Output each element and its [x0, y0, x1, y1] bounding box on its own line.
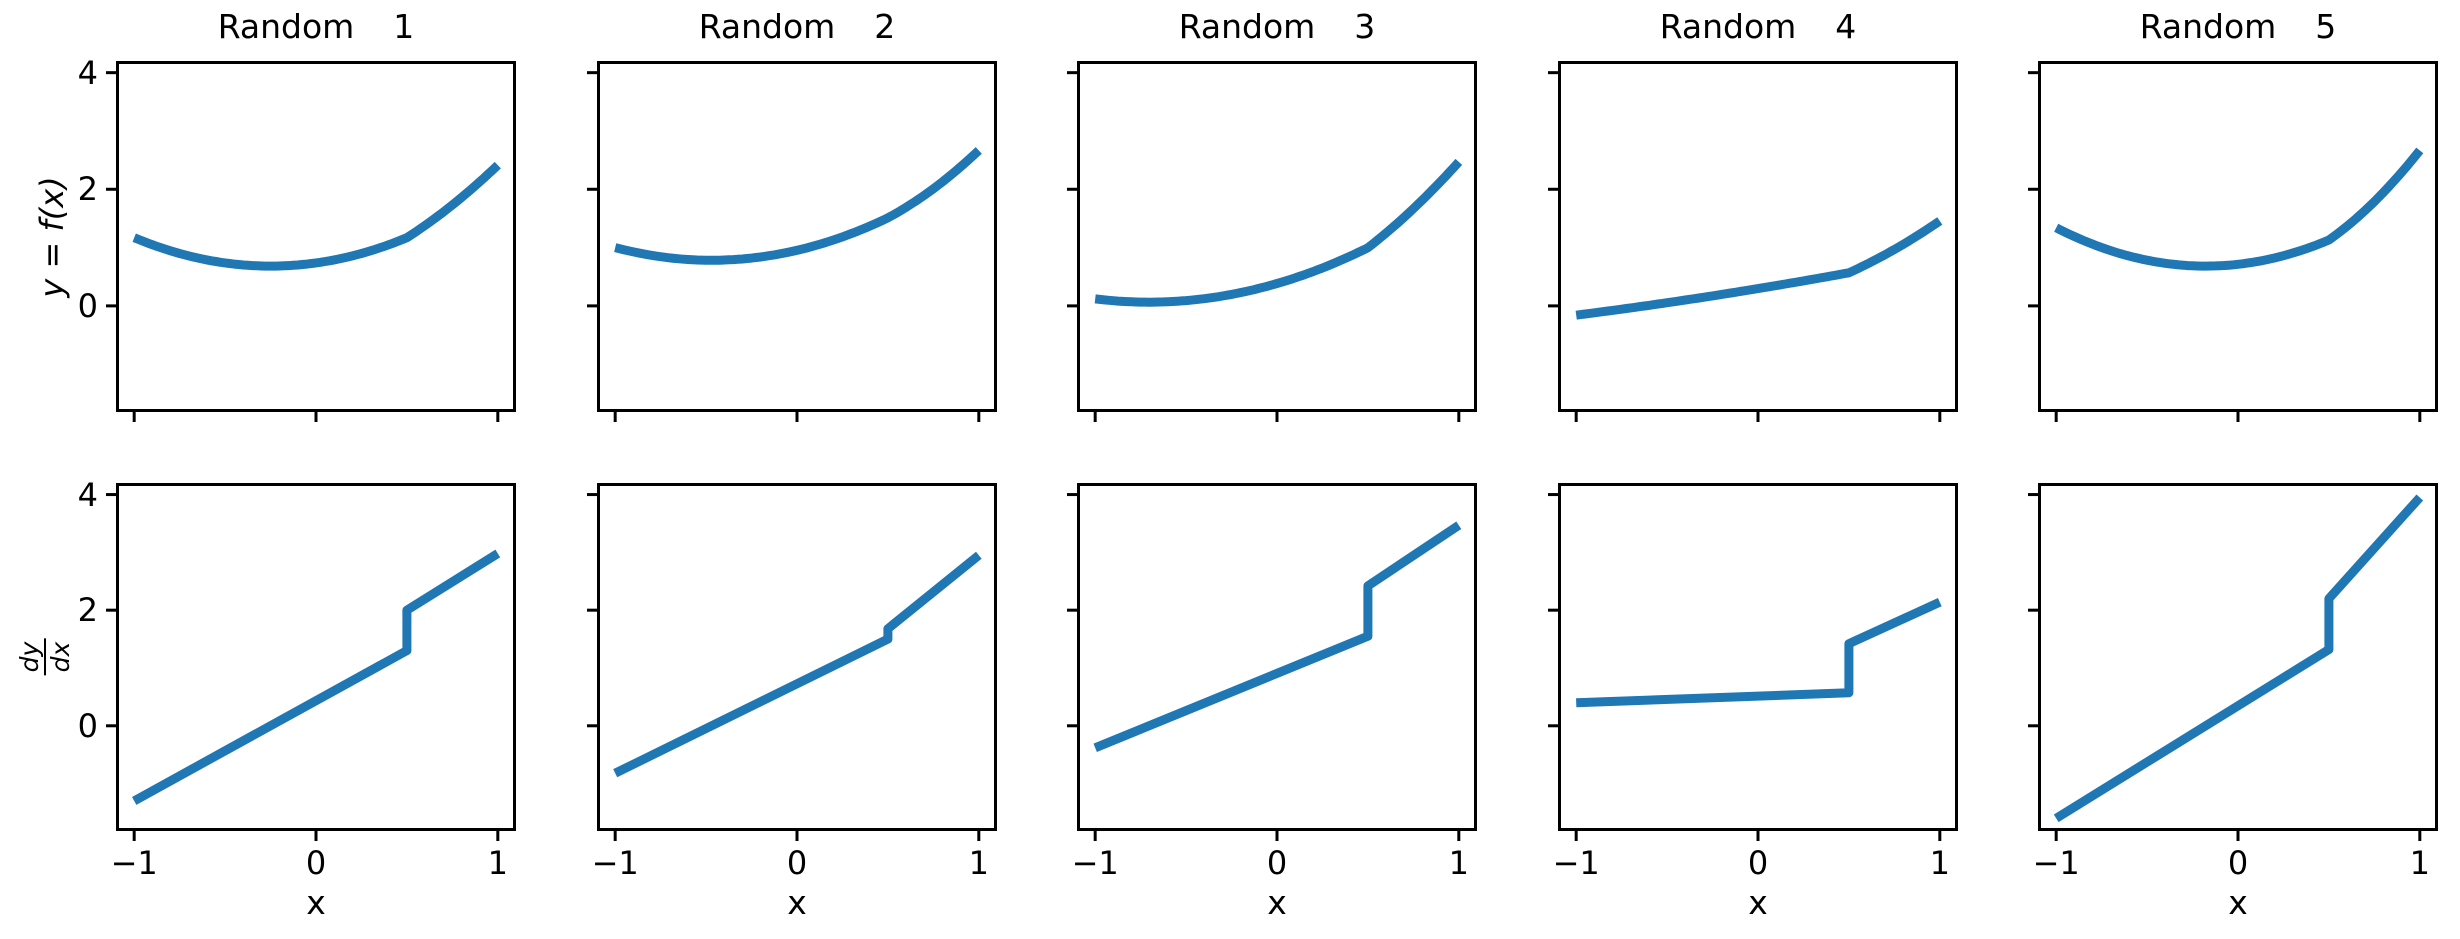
x-tick-label: −1	[1552, 844, 1600, 882]
y-axis-label-f: y = f(x)	[33, 175, 71, 298]
derivative-curve	[1576, 598, 1942, 708]
panel-title: Random 2	[698, 7, 896, 46]
y-tick-label: 2	[77, 170, 98, 209]
x-tick-label: −1	[591, 844, 639, 882]
subplot-f-5	[2028, 61, 2438, 422]
x-axis-label: x	[1748, 883, 1768, 922]
x-axis-label: x	[2228, 883, 2248, 922]
f-curve	[1094, 158, 1463, 307]
y-tick-label: 0	[77, 286, 98, 325]
y-axis-label-dydx: dy dx	[15, 638, 76, 676]
axes-spines	[2038, 483, 2438, 831]
subplot-dydx-2	[587, 483, 997, 841]
f-curve	[2054, 147, 2424, 271]
y-tick-label: 2	[77, 591, 98, 630]
fraction-numerator: dy	[15, 638, 46, 676]
y-tick-label: 0	[77, 706, 98, 745]
x-axis-label: x	[787, 883, 807, 922]
f-curve	[614, 147, 982, 265]
x-tick-label: −1	[2032, 844, 2080, 882]
f-curve	[1575, 217, 1943, 320]
y-tick-label: 4	[77, 53, 98, 92]
axes-spines	[1077, 61, 1477, 412]
subplot-dydx-5	[2028, 483, 2438, 841]
panel-title: Random 5	[2139, 7, 2337, 46]
x-tick-label: 0	[1747, 844, 1769, 882]
x-tick-label: 0	[305, 844, 327, 882]
x-tick-label: 0	[1266, 844, 1288, 882]
panel-title: Random 3	[1178, 7, 1376, 46]
subplot-dydx-1	[106, 483, 516, 841]
x-tick-label: 1	[1448, 844, 1469, 882]
x-tick-label: 1	[968, 844, 989, 882]
f-curve	[132, 161, 501, 271]
panel-title: Random 1	[217, 7, 415, 46]
derivative-curve	[1093, 521, 1462, 752]
derivative-curve	[132, 549, 501, 805]
dydx-fraction: dy dx	[15, 638, 75, 676]
x-tick-label: 1	[487, 844, 508, 882]
axes-spines	[2038, 61, 2438, 412]
subplot-dydx-3	[1067, 483, 1477, 841]
x-axis-label: x	[1267, 883, 1287, 922]
subplot-dydx-4	[1548, 483, 1958, 841]
panel-title: Random 4	[1659, 7, 1857, 46]
x-tick-label: 0	[786, 844, 808, 882]
x-tick-label: 0	[2227, 844, 2249, 882]
fraction-denominator: dx	[46, 641, 75, 673]
x-tick-label: 1	[1929, 844, 1950, 882]
x-axis-label: x	[306, 883, 326, 922]
subplot-f-4	[1548, 61, 1958, 422]
x-tick-label: −1	[1071, 844, 1119, 882]
derivative-curve	[613, 551, 982, 778]
axes-spines	[597, 61, 997, 412]
y-tick-label: 4	[77, 475, 98, 514]
x-tick-label: 1	[2409, 844, 2430, 882]
derivative-curve	[2053, 494, 2424, 823]
axes-spines	[1077, 483, 1477, 831]
axes-spines	[116, 61, 516, 412]
axes-spines	[1558, 483, 1958, 831]
axes-spines	[597, 483, 997, 831]
subplot-f-1	[106, 61, 516, 422]
subplot-f-2	[587, 61, 997, 422]
axes-spines	[1558, 61, 1958, 412]
subplot-f-3	[1067, 61, 1477, 422]
x-tick-label: −1	[110, 844, 158, 882]
